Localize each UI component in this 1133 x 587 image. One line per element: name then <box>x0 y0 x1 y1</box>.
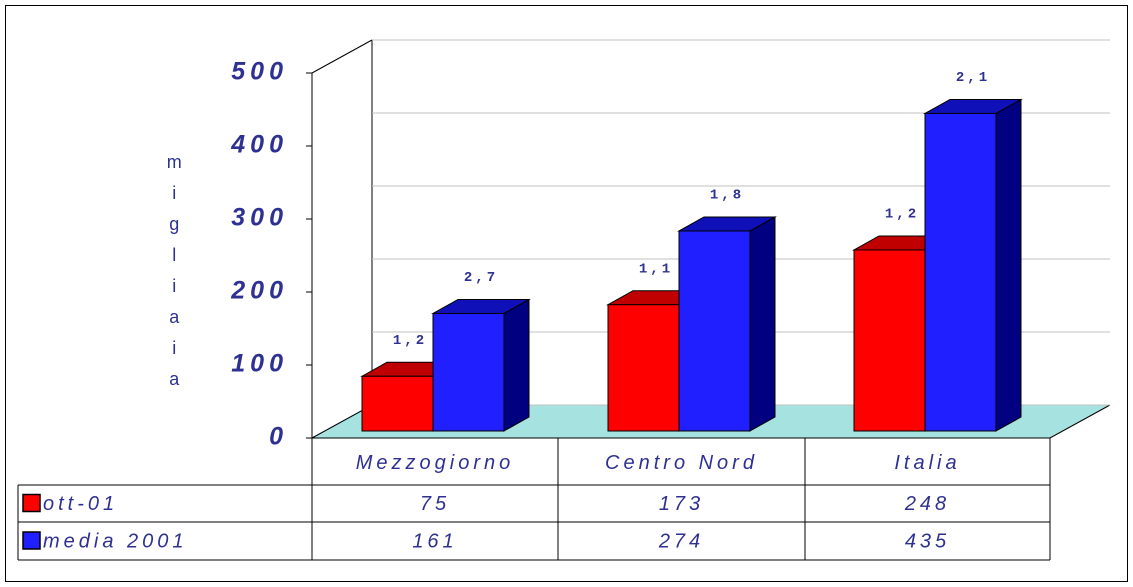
bar-side <box>749 216 776 432</box>
y-tick-label: 0 <box>269 423 288 451</box>
bar <box>924 112 997 432</box>
y-tick-label: 500 <box>231 58 288 86</box>
y-tick-label: 400 <box>230 131 288 159</box>
category-label: Mezzogiorno <box>356 452 515 474</box>
bar <box>853 249 926 432</box>
wall-edge <box>311 39 373 74</box>
category-label: Centro Nord <box>605 452 758 474</box>
table-value: 173 <box>659 493 704 515</box>
legend-swatch <box>22 493 41 513</box>
bar-annotation: 1,1 <box>639 261 673 277</box>
category-label: Italia <box>894 452 960 474</box>
bar-annotation: 1,2 <box>885 207 919 223</box>
bar-annotation: 1,8 <box>710 188 744 204</box>
y-tick-label: 100 <box>231 350 288 378</box>
table-value: 161 <box>412 530 457 552</box>
table-value: 75 <box>420 493 450 515</box>
table-value: 435 <box>905 530 950 552</box>
legend-swatch <box>22 531 41 550</box>
bar-annotation: 2,1 <box>956 70 990 86</box>
table-value: 248 <box>904 493 950 515</box>
legend-label: ott-01 <box>43 493 118 515</box>
bar-annotation: 1,2 <box>393 333 427 349</box>
table-value: 274 <box>658 530 704 552</box>
bar-side <box>995 98 1022 432</box>
legend-label: media 2001 <box>43 530 188 552</box>
bar <box>607 304 680 432</box>
bar-annotation: 2,7 <box>464 270 498 286</box>
bar <box>432 312 505 432</box>
y-tick-label: 300 <box>231 204 288 232</box>
y-axis-label: migliaia <box>164 152 184 400</box>
bar <box>678 230 751 432</box>
y-tick-label: 200 <box>230 277 288 305</box>
bar <box>361 375 434 432</box>
bar-side <box>503 298 530 432</box>
